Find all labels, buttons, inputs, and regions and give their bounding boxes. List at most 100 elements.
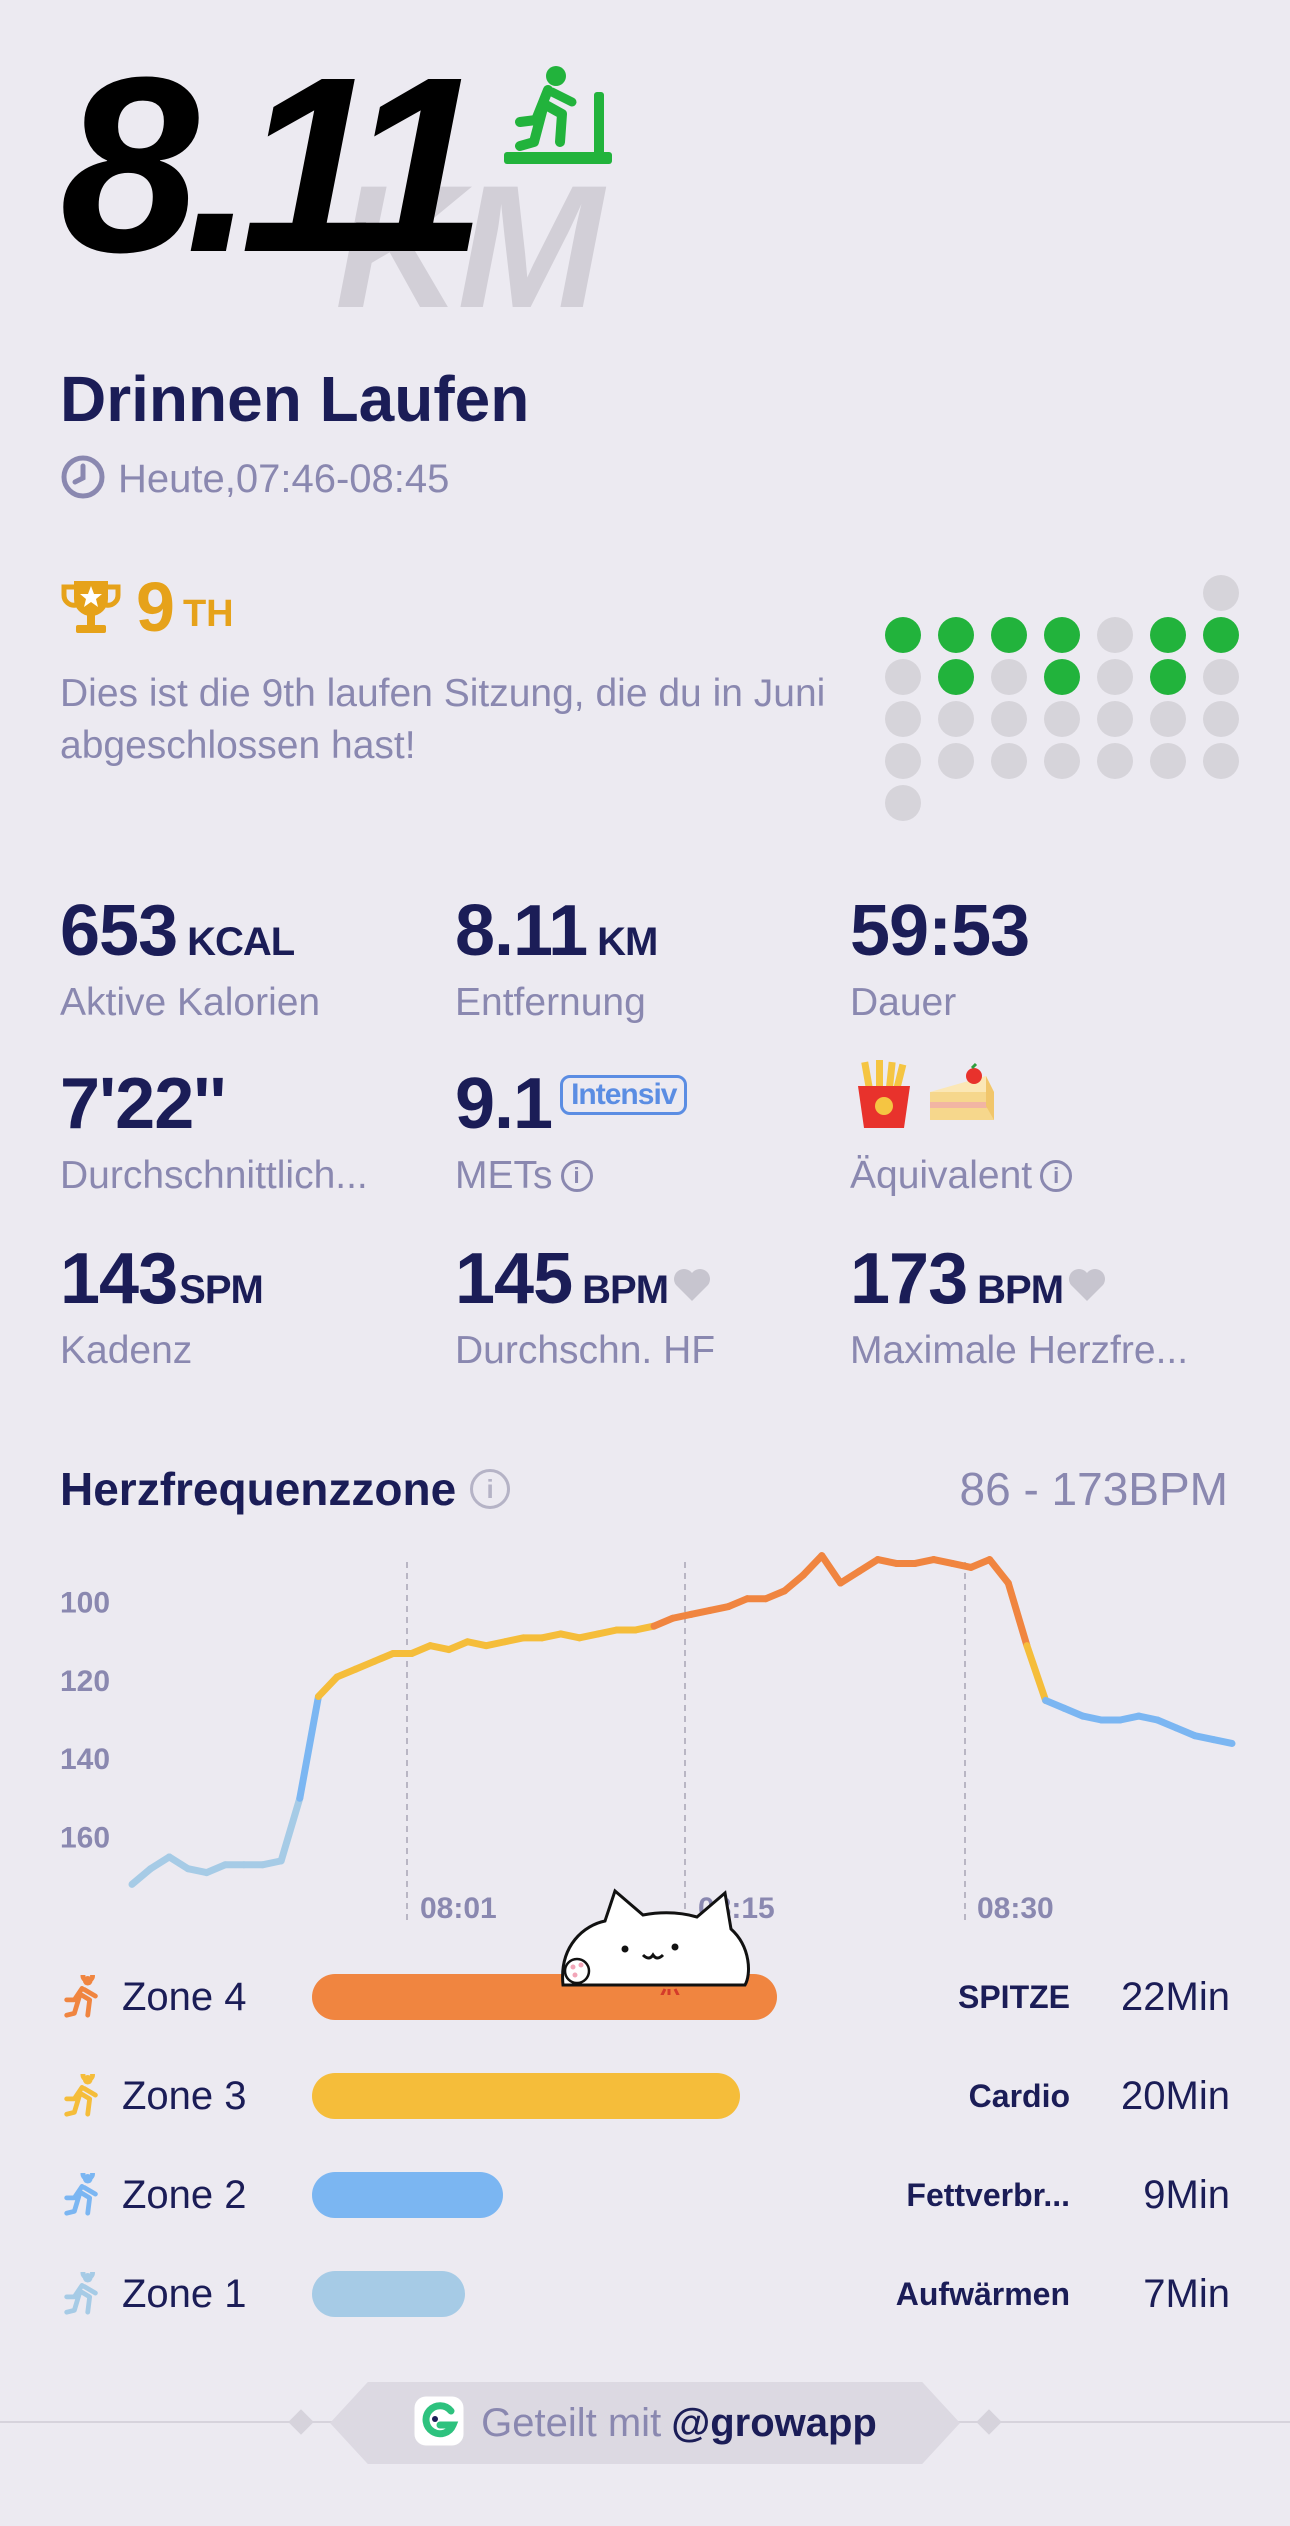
hr-zone-title: Herzfrequenzzone [60, 1463, 457, 1515]
heart-icon [1067, 1239, 1107, 1319]
calendar-dot-active [1150, 659, 1186, 695]
workout-time-text: Heute,07:46-08:45 [118, 457, 450, 501]
zone-bar [312, 2172, 503, 2218]
cake-icon [926, 1062, 998, 1138]
pace-label: Durchschnittlich... [60, 1154, 368, 1197]
info-icon[interactable]: i [470, 1469, 511, 1509]
calendar-dot [1044, 701, 1080, 737]
calendar-dot-active [991, 617, 1027, 653]
y-tick-label: 100 [60, 1587, 110, 1620]
distance-unit-watermark: KM [335, 150, 603, 345]
hr-range: 86 - 173BPM [959, 1463, 1228, 1515]
calendar-dot [1097, 659, 1133, 695]
cadence-value: 143 [60, 1239, 178, 1319]
intensity-badge: Intensiv [560, 1074, 688, 1115]
runner-icon [60, 2173, 104, 2217]
rank-badge: 9 TH [60, 572, 234, 642]
stat-max-hr: 173 BPM Maximale Herzfre... [850, 1243, 1188, 1373]
calendar-dot [991, 743, 1027, 779]
clock-icon [60, 454, 106, 505]
y-tick-label: 140 [60, 1743, 110, 1776]
zone-row: Zone 3 Cardio 20Min [60, 2066, 1230, 2126]
zone-minutes: 20Min [1121, 2073, 1230, 2118]
share-text: Geteilt mit [481, 2400, 662, 2445]
rank-description: Dies ist die 9th laufen Sitzung, die du … [60, 672, 826, 767]
hr-line-segment [781, 1571, 807, 1595]
pace-value: 7'22'' [60, 1064, 226, 1144]
zone-name: Zone 2 [122, 2172, 247, 2217]
info-icon[interactable]: i [1040, 1160, 1073, 1192]
zone-label: Aufwärmen [895, 2275, 1070, 2312]
equivalent-label: Äquivalent [850, 1154, 1033, 1197]
zone-row: Zone 1 Aufwärmen 7Min [60, 2264, 1230, 2324]
zone-bar [312, 2073, 740, 2119]
monthly-activity-calendar [885, 575, 1255, 825]
zone-name: Zone 1 [122, 2271, 247, 2316]
stat-duration: 59:53 Dauer [850, 891, 1030, 1025]
growapp-logo-icon [413, 2395, 465, 2452]
workout-title: Drinnen Laufen [60, 363, 530, 435]
zone-row: Zone 2 Fettverbr... 9Min [60, 2165, 1230, 2225]
y-tick-label: 160 [60, 1821, 110, 1854]
stat-equivalent: Äquivalent i [850, 1060, 1073, 1198]
max-hr-value: 173 [850, 1239, 968, 1319]
share-handle[interactable]: @growapp [671, 2400, 877, 2445]
calories-unit: KCAL [187, 920, 295, 964]
calendar-dot [1097, 701, 1133, 737]
zone-label: Fettverbr... [906, 2176, 1070, 2213]
max-hr-unit: BPM [977, 1268, 1064, 1312]
mets-label: METs [455, 1154, 553, 1197]
hr-line-segment [1023, 1642, 1050, 1704]
cat-mascot-icon [555, 1885, 755, 2000]
duration-label: Dauer [850, 981, 957, 1024]
rank-suffix: TH [182, 593, 234, 635]
hr-line-segment [855, 1556, 882, 1575]
stat-pace: 7'22'' Durchschnittlich... [60, 1068, 368, 1198]
calendar-dot [1044, 743, 1080, 779]
calendar-dot [1150, 743, 1186, 779]
treadmill-icon [500, 62, 615, 177]
workout-time: Heute,07:46-08:45 [60, 454, 449, 505]
calendar-dot [885, 659, 921, 695]
x-tick-label: 08:30 [977, 1892, 1054, 1925]
stat-distance: 8.11 KM Entfernung [455, 895, 658, 1025]
calendar-dot-active [1044, 617, 1080, 653]
info-icon[interactable]: i [560, 1160, 593, 1192]
hr-line-segment [818, 1552, 844, 1587]
calendar-dot [938, 743, 974, 779]
max-hr-label: Maximale Herzfre... [850, 1329, 1189, 1372]
distance-value: 8.11 [455, 891, 588, 971]
calories-label: Aktive Kalorien [60, 981, 321, 1024]
calendar-dot [1203, 575, 1239, 611]
calendar-dot [1097, 617, 1133, 653]
calendar-dot-active [938, 659, 974, 695]
runner-icon [60, 1975, 104, 2019]
hr-line-segment [147, 1853, 173, 1873]
calendar-dot [885, 701, 921, 737]
calendar-dot [1203, 743, 1239, 779]
x-tick-label: 08:01 [420, 1892, 497, 1925]
stat-calories: 653 KCAL Aktive Kalorien [60, 895, 320, 1025]
mets-value: 9.1 [455, 1064, 553, 1144]
calendar-dot [1097, 743, 1133, 779]
duration-value: 59:53 [850, 891, 1030, 971]
avg-hr-value: 145 [455, 1239, 573, 1319]
y-tick-label: 120 [60, 1665, 110, 1698]
hr-line-segment [799, 1552, 826, 1579]
calendar-dot-active [1044, 659, 1080, 695]
hr-line-segment [165, 1853, 192, 1873]
runner-icon [60, 2074, 104, 2118]
cadence-label: Kadenz [60, 1329, 193, 1372]
calendar-dot [885, 743, 921, 779]
cadence-unit: SPM [179, 1268, 264, 1312]
hr-line-segment [296, 1693, 322, 1802]
stat-cadence: 143SPM Kadenz [60, 1243, 264, 1373]
heart-icon [672, 1239, 712, 1319]
calories-value: 653 [60, 891, 178, 971]
calendar-dot-active [885, 617, 921, 653]
share-banner[interactable]: Geteilt mit @growapp [330, 2382, 960, 2464]
distance-unit: KM [597, 920, 658, 964]
trophy-icon [60, 577, 122, 642]
calendar-dot [1203, 659, 1239, 695]
